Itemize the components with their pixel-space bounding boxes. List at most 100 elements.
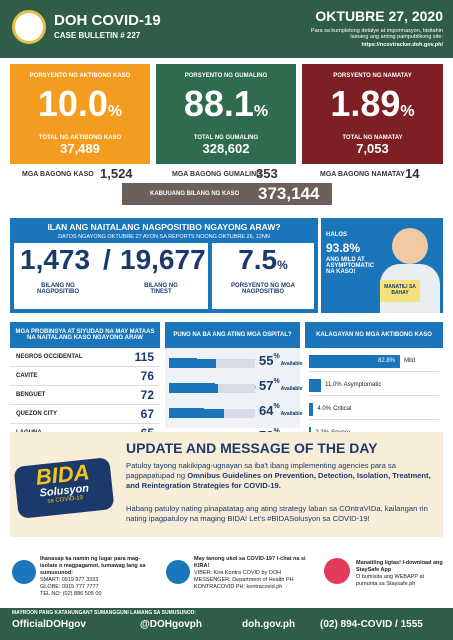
province-name: QUEZON CITY [16, 411, 58, 417]
phone: (02) 894-COVID / 1555 [320, 619, 423, 630]
available-pct: 57%Available [259, 378, 302, 393]
province-name: NEGROS OCCIDENTAL [16, 354, 83, 360]
contact: Manatiling ligtas! I-download ang StaySa… [356, 560, 444, 588]
total: 37,489 [60, 141, 100, 156]
available: Available [280, 386, 303, 392]
total: 7,053 [356, 141, 389, 156]
bar-track [169, 384, 255, 393]
text: Patuloy tayong nakikipag-ugnayan sa iba'… [126, 461, 396, 480]
status-row: 11.0% Asymptomatic [309, 376, 439, 396]
rate-value: 7.5 [238, 244, 278, 275]
date: OKTUBRE 27, 2020 [315, 8, 443, 24]
website: doh.gov.ph [242, 619, 296, 630]
mild-pre: HALOS [326, 232, 347, 238]
rate: 7.5% [212, 244, 314, 276]
rate-label: PORSYENTO NG MGA NAGPOSITIBO [231, 283, 295, 295]
total: 328,602 [202, 141, 250, 156]
line: KONTRACOVID PH: kontracovid.ph [194, 584, 283, 590]
province-row: CAVITE 76 [10, 367, 160, 386]
total-label: TOTAL NG AKTIBONG KASO [38, 135, 122, 141]
line: O bumisita ang WEBAPP at pumunta sa Stay… [356, 574, 425, 587]
pos-subtitle: DATOS NGAYONG OKTUBRE 27 AYON SA REPORTS… [58, 234, 270, 240]
label: PORSYENTO NG NAMATAY [333, 73, 412, 79]
new-label: MGA BAGONG KASO [22, 171, 94, 178]
col-title: PUNO NA BA ANG ATING MGA OSPITAL? [165, 322, 300, 348]
status-name: Asymptomatic [343, 382, 382, 388]
value: 88.1 [183, 83, 254, 124]
bulletin: CASE BULLETIN # 227 [54, 31, 141, 40]
facebook: OfficialDOHgov [12, 619, 86, 630]
unit: % [400, 103, 415, 120]
line: MESSENGER: Department of Health PH [194, 577, 294, 583]
pct: 88.1% [156, 85, 296, 131]
total-label: KABUUANG BILANG NG KASO [150, 191, 240, 197]
twitter: @DOHgovph [140, 619, 202, 630]
value: 10.0 [37, 83, 108, 124]
mild-pct: 93.8% [326, 241, 360, 255]
slash: / [103, 244, 111, 275]
logo [12, 10, 46, 44]
province-row: BENGUET 72 [10, 386, 160, 405]
new-value: 353 [256, 166, 278, 181]
line: VIBER: Kira Kontra COVID by DOH [194, 570, 282, 576]
header [0, 0, 453, 58]
bar [309, 379, 322, 392]
province-name: BENGUET [16, 392, 46, 398]
col-title: KALAGAYAN NG MGA AKTIBONG KASO [305, 322, 443, 348]
unit: % [273, 353, 280, 360]
status-row: 4.0% Critical [309, 400, 439, 420]
total-bar [122, 183, 332, 205]
province-count: 76 [140, 369, 154, 383]
bar [309, 355, 401, 368]
rate-box [212, 243, 314, 309]
new-value: 14 [405, 166, 420, 181]
line: SMART: 0919 977 3333 [40, 577, 99, 583]
hospital-row: ICU BEDS(1.9K TOTAL BEDS)55%Available [169, 350, 302, 373]
bar [169, 384, 219, 393]
bar [169, 359, 217, 368]
total-value: 373,144 [258, 184, 320, 203]
update-p2: Habang patuloy nating pinapatatag ang at… [126, 504, 428, 523]
label: PORSYENTO NG AKTIBONG KASO [29, 73, 131, 79]
bida-logo: BIDA Solusyon sa COVID-19 [13, 457, 115, 519]
tested-label: BILANG NG TINEST [144, 283, 178, 295]
new-label: MGA BAGONG GUMALING [172, 171, 262, 178]
hospital-row: WARD BEDS(5.9K TOTAL BEDS)64%Available [169, 400, 302, 423]
status-list: 82.8%Mild11.0%Asymptomatic4.0%Critical2.… [305, 352, 443, 444]
value: 57 [259, 378, 274, 393]
new-value: 1,524 [100, 166, 133, 181]
contact-title: Manatiling ligtas! I-download ang StaySa… [356, 560, 443, 573]
pos-title: ILAN ANG NAITALANG NAGPOSITIBO NGAYONG A… [47, 222, 281, 232]
line: GLOBE: 0915 777 7777 [40, 584, 99, 590]
col-title: MGA PROBINSYA AT SIYUDAD NA MAY MATAAS N… [10, 322, 160, 348]
new-label: MGA BAGONG NAMATAY [320, 171, 405, 178]
value: 64 [259, 403, 274, 418]
status-name: Critical [333, 406, 352, 412]
province-row: NEGROS OCCIDENTAL 115 [10, 348, 160, 367]
line: TEL NO: (02) 886 505 00 [40, 591, 102, 597]
bar-track [169, 409, 255, 418]
available-pct: 55%Available [259, 353, 302, 368]
provinces: MGA PROBINSYA AT SIYUDAD NA MAY MATAAS N… [10, 322, 160, 443]
total-label: TOTAL NG NAMATAY [342, 135, 403, 141]
status: KALAGAYAN NG MGA AKTIBONG KASO 82.8% Mild… [305, 322, 443, 444]
available: Available [280, 361, 303, 367]
icon [324, 558, 350, 584]
url: https://ncovtracker.doh.gov.ph/ [361, 42, 444, 48]
status-label: 4.0% Critical [317, 406, 351, 412]
update-p1: Patuloy tayong nakikipag-ugnayan sa iba'… [126, 461, 436, 491]
icon [12, 560, 36, 584]
positive: 1,473 [20, 244, 91, 275]
hospital-row: ISOLATION BEDS(13.5K TOTAL BEDS)57%Avail… [169, 375, 302, 398]
hospital: PUNO NA BA ANG ATING MGA OSPITAL? ICU BE… [165, 322, 302, 443]
footer [0, 608, 453, 640]
bar-track [169, 359, 255, 368]
icon [166, 560, 190, 584]
bar [309, 403, 314, 416]
available-pct: 64%Available [259, 403, 302, 418]
contact-title: Ihanasap ka namin ng lugar para mag-isol… [40, 556, 146, 576]
unit: % [273, 403, 280, 410]
text-bold: Omnibus Guidelines on Prevention, Detect… [126, 471, 431, 490]
status-label: 11.0% Asymptomatic [325, 382, 381, 388]
